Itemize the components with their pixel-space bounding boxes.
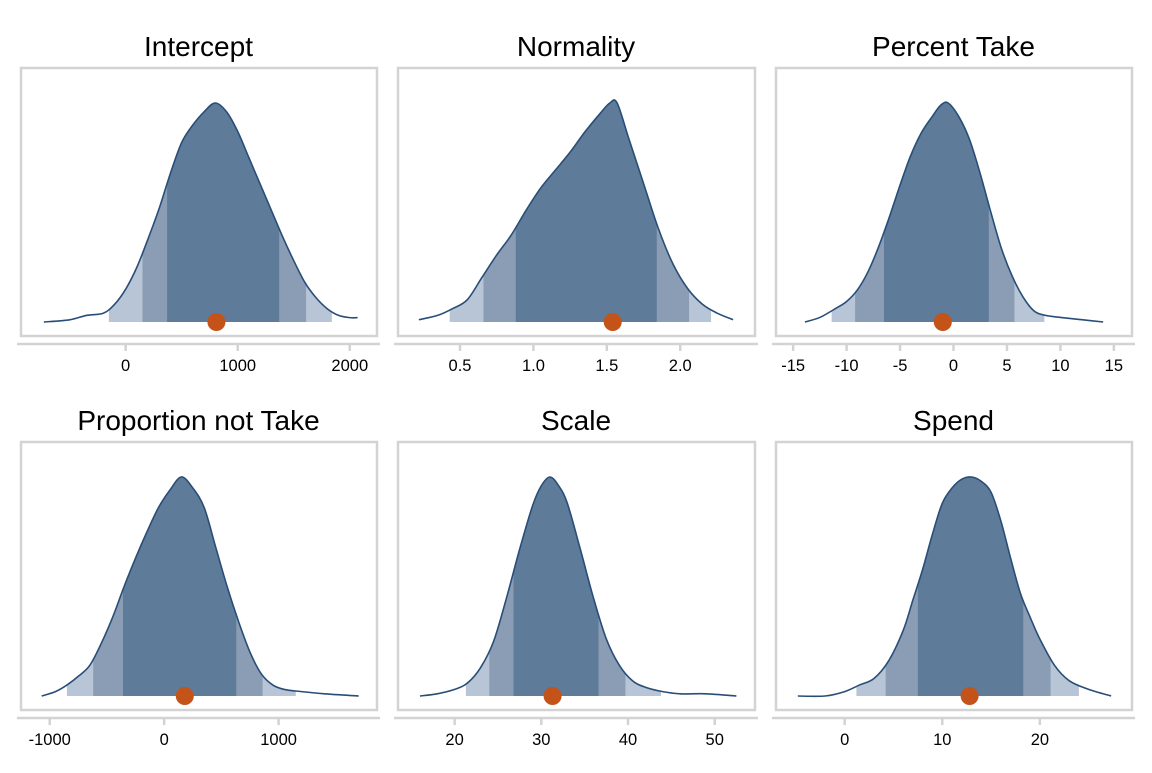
panel-title: Scale bbox=[541, 405, 611, 436]
posterior-median-point bbox=[207, 313, 226, 331]
interval-50-band bbox=[917, 476, 1024, 696]
x-tick-label: 1.0 bbox=[522, 357, 545, 375]
density-curve bbox=[41, 476, 359, 697]
x-tick-label: 20 bbox=[445, 731, 463, 749]
panel-scale: Scale 20 30 40 50 bbox=[394, 405, 758, 749]
panel-intercept: Intercept 0 1000 2000 bbox=[17, 31, 380, 375]
x-tick-label: 10 bbox=[933, 731, 951, 749]
interval-50-band bbox=[122, 476, 237, 696]
panel-frame bbox=[19, 440, 379, 712]
panel-title: Percent Take bbox=[872, 31, 1035, 62]
x-tick-label: 5 bbox=[1002, 357, 1011, 375]
panel-frame bbox=[396, 440, 757, 712]
interval-50-band bbox=[884, 102, 989, 322]
x-tick-label: 0 bbox=[840, 731, 849, 749]
panel-title: Normality bbox=[517, 31, 635, 62]
density-curve bbox=[804, 101, 1104, 323]
x-tick-label: 2000 bbox=[331, 357, 368, 375]
panel-proportion-not-take: Proportion not Take -1000 0 1000 bbox=[17, 405, 380, 749]
panel-title: Intercept bbox=[144, 31, 253, 62]
interval-50-band bbox=[515, 99, 657, 323]
x-tick-label: 0 bbox=[121, 357, 130, 375]
panel-frame bbox=[396, 66, 757, 338]
interval-50-band bbox=[167, 103, 280, 322]
x-tick-label: 0.5 bbox=[449, 357, 472, 375]
density-curve bbox=[419, 476, 737, 697]
x-tick-label: 30 bbox=[532, 731, 550, 749]
x-tick-label: -15 bbox=[781, 357, 805, 375]
panel-frame bbox=[774, 440, 1134, 712]
density-curve bbox=[797, 476, 1112, 698]
x-tick-label: -10 bbox=[835, 357, 859, 375]
panel-frame bbox=[774, 66, 1134, 338]
x-tick-label: 1.5 bbox=[595, 357, 618, 375]
posterior-median-point bbox=[933, 313, 952, 331]
panel-percent-take: Percent Take -15 -10 -5 0 5 10 15 bbox=[772, 31, 1135, 375]
x-tick-label: 0 bbox=[949, 357, 958, 375]
x-tick-label: 50 bbox=[706, 731, 724, 749]
x-tick-label: 15 bbox=[1105, 357, 1123, 375]
panel-normality: Normality 0.5 1.0 1.5 2.0 bbox=[394, 31, 758, 375]
interval-50-band bbox=[513, 477, 599, 696]
x-tick-label: -5 bbox=[893, 357, 908, 375]
x-tick-label: 2.0 bbox=[669, 357, 692, 375]
x-tick-label: 40 bbox=[619, 731, 637, 749]
x-tick-label: 1000 bbox=[260, 731, 297, 749]
x-tick-label: 0 bbox=[160, 731, 169, 749]
posterior-median-point bbox=[543, 687, 562, 705]
x-tick-label: 20 bbox=[1031, 731, 1049, 749]
posterior-median-point bbox=[960, 687, 979, 705]
panel-spend: Spend 0 10 20 bbox=[772, 405, 1135, 749]
x-tick-label: 10 bbox=[1051, 357, 1069, 375]
posterior-median-point bbox=[603, 313, 622, 331]
panel-title: Spend bbox=[913, 405, 994, 436]
density-curve bbox=[418, 99, 734, 321]
panel-title: Proportion not Take bbox=[77, 405, 319, 436]
density-curve bbox=[43, 102, 358, 323]
panel-frame bbox=[19, 66, 379, 338]
posterior-median-point bbox=[175, 687, 194, 705]
x-tick-label: 1000 bbox=[219, 357, 256, 375]
x-tick-label: -1000 bbox=[29, 731, 71, 749]
